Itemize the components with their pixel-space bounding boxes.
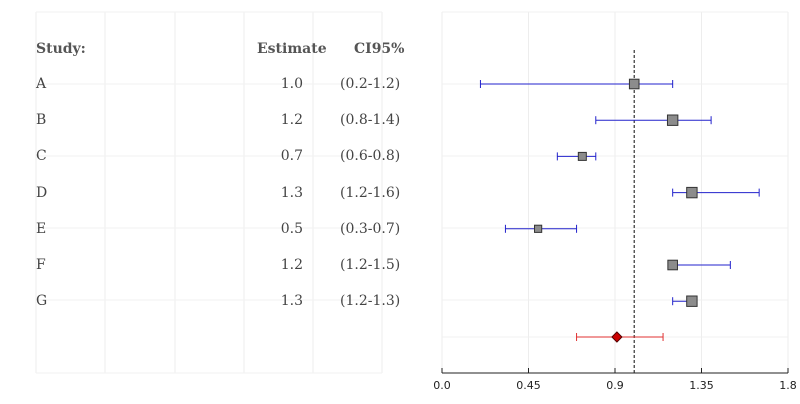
row-estimate: 0.5 <box>280 220 303 237</box>
x-tick-label: 0.9 <box>606 379 624 392</box>
row-ci: (0.8-1.4) <box>340 112 401 129</box>
x-tick-label: 1.8 <box>779 379 797 392</box>
row-ci: (1.2-1.6) <box>340 184 401 201</box>
row-estimate: 1.3 <box>280 184 303 201</box>
row-estimate: 1.0 <box>280 76 303 92</box>
estimate-box <box>577 151 587 161</box>
estimate-box <box>534 224 543 233</box>
study-mark-A <box>479 78 674 90</box>
study-mark-D <box>672 186 760 199</box>
row-ci: (1.2-1.5) <box>340 257 401 273</box>
forest-plot-svg: 0.0 0.45 0.9 1.35 1.8 <box>433 11 797 392</box>
header-ci: CI95% <box>354 41 405 57</box>
estimate-box <box>628 78 640 90</box>
study-table: Study: Estimate CI95% A 1.0 (0.2-1.2) B 1.2 (… <box>35 11 405 374</box>
row-study: E <box>36 220 47 237</box>
summary-diamond <box>611 331 623 343</box>
row-study: F <box>36 257 46 273</box>
x-tick-label: 0.45 <box>516 379 541 392</box>
row-ci: (0.6-0.8) <box>340 148 401 165</box>
row-estimate: 1.2 <box>280 257 303 273</box>
header-study: Study: <box>36 41 86 57</box>
x-tick-label: 1.35 <box>689 379 714 392</box>
row-estimate: 1.2 <box>280 112 303 129</box>
x-tick-label: 0.0 <box>433 379 451 392</box>
forest-plot: 0.0 0.45 0.9 1.35 1.8 <box>420 0 800 400</box>
row-study: D <box>36 184 48 201</box>
estimate-box <box>686 186 698 199</box>
estimate-box <box>667 259 678 271</box>
row-estimate: 0.7 <box>280 148 303 165</box>
study-mark-G <box>672 295 698 307</box>
study-mark-F <box>667 259 731 271</box>
table-grid <box>35 11 383 374</box>
estimate-box <box>686 295 698 307</box>
row-ci: (0.2-1.2) <box>340 76 401 92</box>
study-mark-B <box>595 114 712 126</box>
summary-mark <box>576 331 664 343</box>
row-study: C <box>36 148 47 165</box>
study-mark-C <box>556 151 597 161</box>
study-mark-E <box>504 224 578 233</box>
row-ci: (0.3-0.7) <box>340 220 401 237</box>
row-study: A <box>36 76 47 92</box>
header-estimate: Estimate <box>257 41 327 57</box>
row-study: G <box>36 293 48 310</box>
row-estimate: 1.3 <box>280 293 303 310</box>
row-study: B <box>36 112 47 129</box>
row-ci: (1.2-1.3) <box>340 293 401 310</box>
estimate-box <box>666 114 679 126</box>
